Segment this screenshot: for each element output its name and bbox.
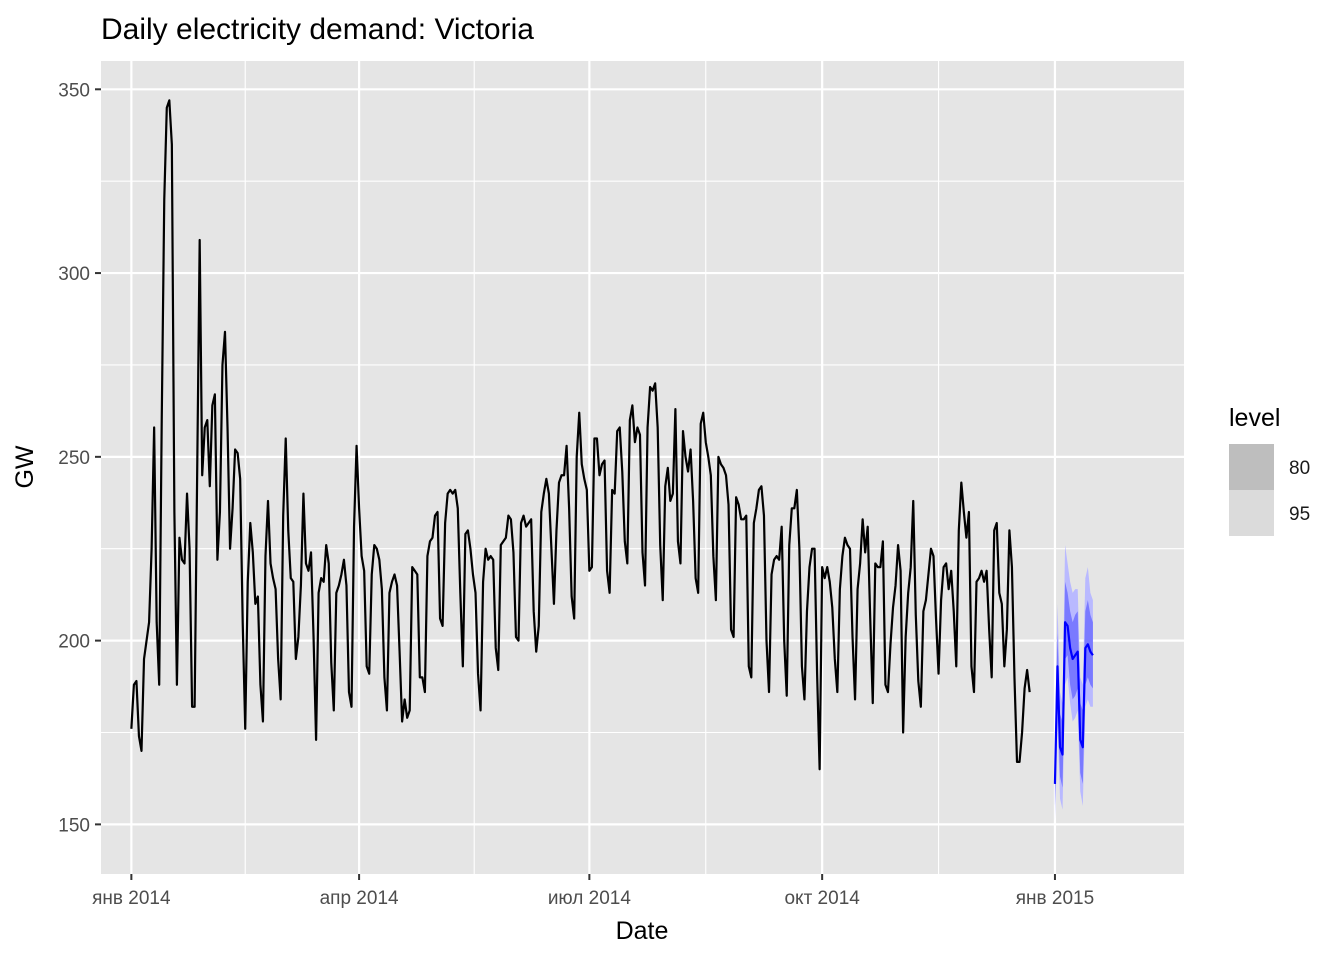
forecast-mean-line bbox=[1053, 621, 1094, 784]
y-tick-label: 350 bbox=[58, 80, 90, 101]
x-tick-label: окт 2014 bbox=[784, 888, 860, 909]
y-axis: 150 200 250 300 350 bbox=[58, 80, 101, 836]
legend-label-95: 95 bbox=[1289, 504, 1310, 525]
y-tick-label: 300 bbox=[58, 264, 90, 285]
x-tick-label: янв 2015 bbox=[1016, 888, 1094, 909]
minor-gridlines bbox=[101, 61, 1184, 874]
legend-label-80: 80 bbox=[1289, 458, 1310, 479]
x-axis: янв 2014 апр 2014 июл 2014 окт 2014 янв 2015 bbox=[92, 874, 1094, 909]
y-tick-label: 200 bbox=[58, 632, 90, 653]
legend-key-95 bbox=[1229, 490, 1274, 536]
legend-key-80 bbox=[1229, 444, 1274, 490]
x-tick-label: янв 2014 bbox=[92, 888, 171, 909]
plot-panel bbox=[101, 61, 1184, 874]
legend-title: level bbox=[1229, 404, 1280, 432]
y-tick-label: 150 bbox=[58, 815, 90, 836]
x-axis-title: Date bbox=[616, 917, 669, 945]
x-tick-label: апр 2014 bbox=[320, 888, 399, 909]
demand-line bbox=[130, 99, 1031, 771]
series-lines bbox=[130, 99, 1094, 784]
y-axis-title: GW bbox=[11, 445, 39, 488]
chart-title: Daily electricity demand: Victoria bbox=[101, 13, 534, 46]
x-tick-label: июл 2014 bbox=[548, 888, 632, 909]
legend: level 80 95 bbox=[1229, 404, 1310, 536]
y-tick-label: 250 bbox=[58, 448, 90, 469]
